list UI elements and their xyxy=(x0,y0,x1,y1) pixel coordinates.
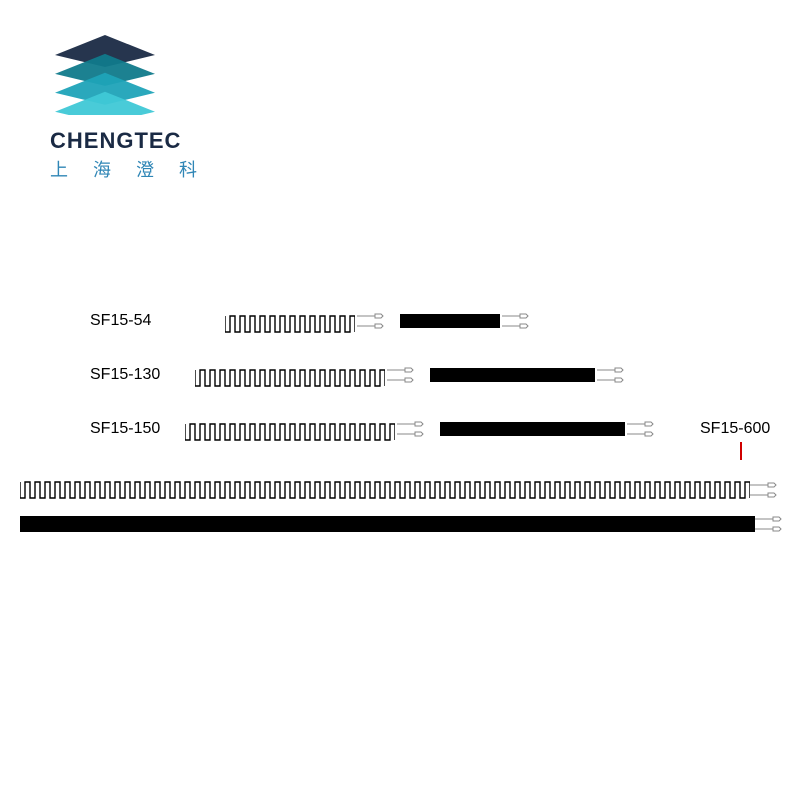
solid-bar xyxy=(400,314,500,328)
serpentine-icon xyxy=(195,368,385,386)
leads-icon xyxy=(502,313,530,331)
product-rows: SF15-54 SF15-130 SF15-150 xyxy=(0,310,800,472)
page: CHENGTEC 上 海 澄 科 SF15-54 SF15-130 SF15-150… xyxy=(0,0,800,800)
solid-bar-sf15-600 xyxy=(20,516,755,532)
tick-sf15-600 xyxy=(740,442,742,460)
product-row-sf15-130: SF15-130 xyxy=(0,364,800,394)
serpentine-sf15-600 xyxy=(20,480,780,500)
leads-icon xyxy=(627,421,655,439)
logo-text-cn: 上 海 澄 科 xyxy=(50,156,207,182)
leads-icon xyxy=(397,421,425,439)
serpentine-icon xyxy=(185,422,395,440)
solid-bar xyxy=(430,368,595,382)
leads-icon xyxy=(755,516,783,539)
row-label: SF15-54 xyxy=(90,312,151,330)
full-width-rows xyxy=(20,480,780,532)
leads-icon xyxy=(357,313,385,331)
leads-icon xyxy=(387,367,415,385)
brand-logo: CHENGTEC 上 海 澄 科 xyxy=(50,35,207,182)
logo-mark-icon xyxy=(50,35,170,115)
solid-bar xyxy=(440,422,625,436)
product-row-sf15-150: SF15-150 xyxy=(0,418,800,448)
product-row-sf15-54: SF15-54 xyxy=(0,310,800,340)
label-sf15-600: SF15-600 xyxy=(700,420,770,438)
leads-icon xyxy=(750,482,778,505)
serpentine-icon xyxy=(225,314,355,332)
logo-text-en: CHENGTEC xyxy=(50,128,207,154)
row-label: SF15-150 xyxy=(90,420,160,438)
leads-icon xyxy=(597,367,625,385)
row-label: SF15-130 xyxy=(90,366,160,384)
